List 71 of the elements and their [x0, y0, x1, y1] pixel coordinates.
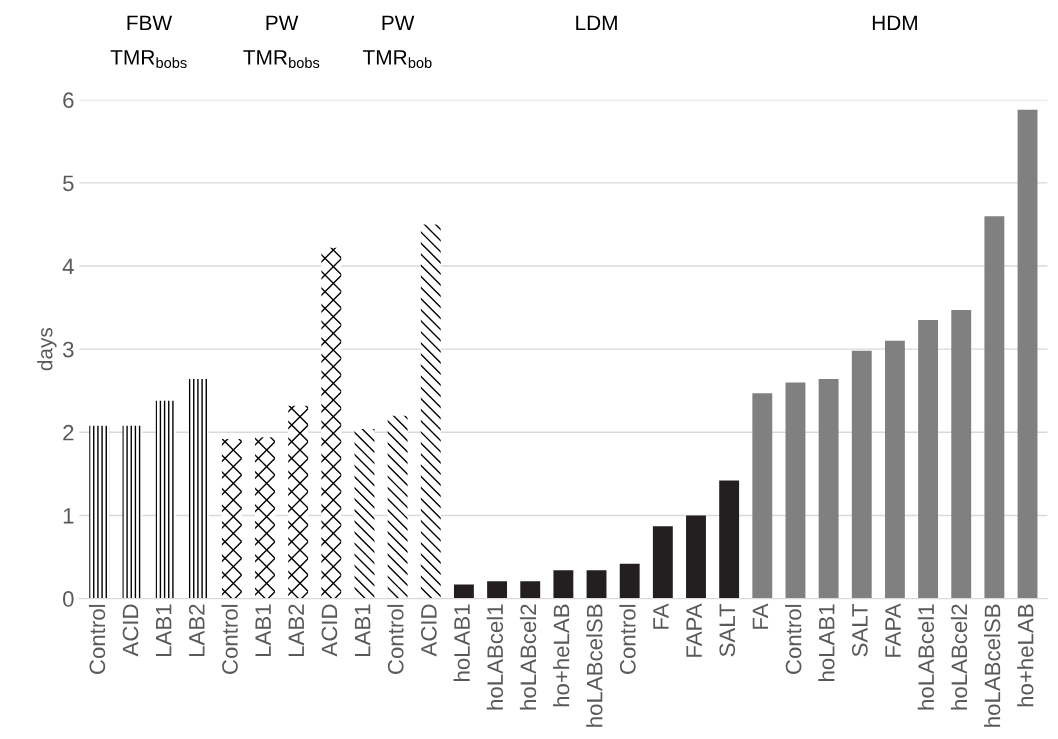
- bar: [288, 405, 309, 599]
- bar: [420, 224, 441, 599]
- y-axis-title: days: [37, 327, 57, 371]
- bar: [520, 581, 541, 599]
- x-tick-label: LAB2: [288, 604, 304, 656]
- text: HDM: [872, 15, 917, 31]
- x-tick-label: Control: [619, 604, 636, 674]
- x-tick-label: LAB2: [188, 604, 205, 656]
- bar: [752, 393, 773, 599]
- x-tick-label: ACID: [321, 604, 338, 657]
- bar: [221, 438, 242, 599]
- y-tick-label: 2: [63, 424, 74, 441]
- bar: [884, 340, 905, 599]
- bar: [321, 247, 342, 599]
- text: LDM: [576, 15, 617, 31]
- y-tick-label: 4: [62, 258, 74, 275]
- bar: [354, 428, 375, 599]
- bar: [188, 379, 209, 599]
- x-tick-label: hoLABcelSB: [984, 604, 1001, 727]
- x-tick-label: SALT: [851, 603, 868, 657]
- bar: [155, 400, 176, 599]
- x-tick-label: ho+heLAB: [553, 604, 570, 707]
- bar: [686, 515, 706, 599]
- bar: [122, 425, 143, 599]
- x-tick-label: FA: [653, 603, 669, 629]
- x-tick-label: FAPA: [885, 603, 901, 657]
- text: FBW TMR$_{bobs}$: [110, 15, 187, 68]
- x-tick-label: Control: [785, 604, 802, 674]
- x-tick-label: Control: [88, 604, 106, 674]
- bar: [453, 584, 474, 599]
- x-tick-label: LAB1: [255, 604, 271, 656]
- x-tick-label: hoLABcelSB: [586, 604, 603, 727]
- x-tick-label: FA: [752, 603, 769, 629]
- x-tick-label: hoLAB1: [453, 604, 470, 681]
- bar: [255, 437, 275, 599]
- x-tick-label: Control: [221, 604, 238, 674]
- x-tick-label: Control: [387, 604, 404, 674]
- x-tick-label: FAPA: [686, 603, 702, 657]
- x-tick-label: hoLABcel1: [486, 604, 504, 710]
- y-tick-label: 6: [63, 92, 74, 109]
- x-tick-label: ho+heLAB: [1017, 604, 1034, 707]
- bar: [918, 320, 939, 599]
- bar: [487, 581, 508, 599]
- bar: [785, 382, 806, 599]
- bar: [652, 526, 673, 599]
- x-tick-label: SALT: [719, 603, 736, 657]
- bar: [553, 570, 574, 599]
- x-tick-label: LAB1: [156, 604, 172, 656]
- x-tick-label: hoLABcel1: [917, 604, 935, 710]
- bar: [1017, 109, 1038, 599]
- bar: [387, 415, 408, 599]
- y-tick-label: 1: [63, 508, 74, 524]
- bar: [818, 379, 839, 599]
- text: PW TMR$_{bob}$: [362, 15, 432, 68]
- bar: [89, 425, 110, 599]
- x-tick-label: LAB1: [354, 604, 371, 656]
- bar: [951, 310, 972, 599]
- bar: [586, 570, 607, 599]
- bar: [984, 216, 1005, 599]
- bar: [851, 350, 872, 599]
- y-tick-label: 0: [63, 591, 74, 607]
- y-tick-label: 3: [62, 341, 74, 358]
- x-tick-label: hoLABcel2: [950, 604, 968, 710]
- x-tick-label: ACID: [122, 604, 139, 657]
- text: PW TMR$_{bobs}$: [243, 15, 320, 68]
- y-tick-label: 5: [63, 175, 74, 192]
- x-tick-label: hoLAB1: [818, 604, 835, 681]
- x-tick-label: ACID: [421, 604, 437, 657]
- bar: [619, 563, 640, 599]
- x-tick-label: hoLABcel2: [519, 604, 537, 710]
- bar: [719, 480, 740, 599]
